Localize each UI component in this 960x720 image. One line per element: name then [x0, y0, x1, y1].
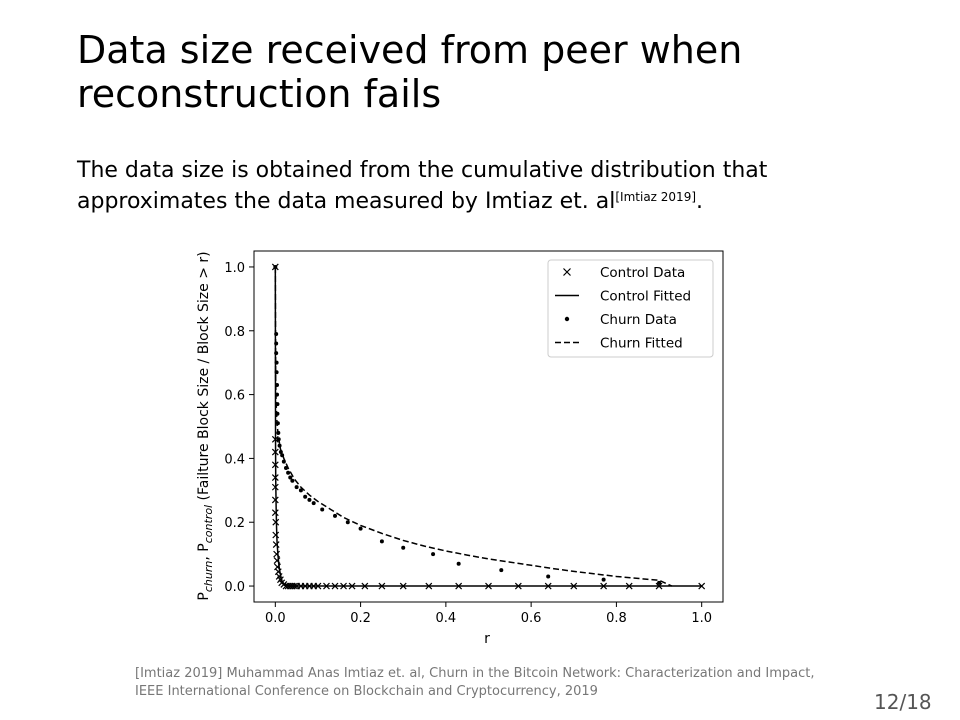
- axis-ticks: 0.0 0.2 0.4 0.6 0.8 1.0 0.0 0.2 0.4 0.6 0.8 1.0: [224, 261, 712, 626]
- data-point: [288, 475, 293, 480]
- slide-title: Data size received from peer when recons…: [77, 28, 743, 116]
- body-text: The data size is obtained from the cumul…: [77, 158, 768, 214]
- body-period: .: [696, 189, 704, 214]
- data-point: [657, 580, 662, 585]
- series-line: [274, 266, 702, 587]
- legend-label: Churn Fitted: [600, 336, 683, 352]
- series-churn-fitted: [274, 266, 673, 587]
- data-point: [311, 501, 316, 506]
- data-point: [456, 561, 461, 566]
- x-axis-label: r: [484, 631, 490, 647]
- legend-label: Churn Data: [600, 312, 677, 328]
- legend-marker: [563, 268, 571, 276]
- data-point: [499, 568, 504, 573]
- x-tick-label: 0.2: [350, 611, 371, 626]
- cdf-chart: 0.0 0.2 0.4 0.6 0.8 1.0 0.0 0.2 0.4 0.6 0.8 1.0 r P…: [196, 250, 724, 647]
- x-tick-label: 0.4: [436, 611, 457, 626]
- legend-item: Control Fitted: [555, 289, 691, 305]
- x-tick-label: 0.0: [265, 611, 286, 626]
- legend-marker: [564, 316, 570, 322]
- y-tick-label: 1.0: [224, 261, 245, 276]
- data-point: [601, 577, 606, 582]
- legend-label: Control Data: [600, 265, 685, 281]
- legend-item: Churn Data: [564, 312, 677, 328]
- y-tick-label: 0.8: [224, 325, 245, 340]
- x-tick-label: 1.0: [691, 611, 712, 626]
- y-tick-label: 0.4: [224, 452, 245, 467]
- slide-body-text: The data size is obtained from the cumul…: [77, 155, 877, 217]
- data-point: [298, 488, 303, 493]
- citation-marker: [Imtiaz 2019]: [615, 190, 697, 204]
- y-tick-label: 0.6: [224, 389, 245, 404]
- data-point: [290, 478, 295, 483]
- data-point: [698, 582, 706, 590]
- series-control-fitted: [274, 266, 702, 587]
- y-axis-label: Pchurn, Pcontrol (Failture Block Size / …: [196, 251, 215, 600]
- data-point: [286, 470, 291, 475]
- data-point: [303, 494, 308, 499]
- x-tick-label: 0.8: [606, 611, 627, 626]
- data-point: [320, 507, 325, 512]
- legend-item: Churn Fitted: [555, 336, 683, 352]
- data-point: [294, 485, 299, 490]
- data-point: [379, 539, 384, 544]
- data-point: [431, 552, 436, 557]
- data-point: [307, 497, 312, 502]
- data-point: [345, 520, 350, 525]
- data-point: [272, 541, 280, 548]
- legend-box: [547, 259, 714, 358]
- data-point: [546, 574, 551, 579]
- y-tick-label: 0.0: [224, 580, 245, 595]
- chart-legend: Control Data Control Fitted Churn Data Chur…: [547, 259, 714, 358]
- legend-label: Control Fitted: [600, 289, 691, 305]
- chart-marks: [271, 263, 706, 590]
- series-line: [274, 266, 673, 587]
- reference-footnote: [Imtiaz 2019] Muhammad Anas Imtiaz et. a…: [135, 666, 815, 699]
- plot-frame: [253, 250, 724, 603]
- x-tick-label: 0.6: [521, 611, 542, 626]
- data-point: [333, 513, 338, 518]
- data-point: [272, 531, 280, 539]
- page-number: 12/18: [874, 690, 932, 714]
- y-tick-label: 0.2: [224, 516, 245, 531]
- data-point: [401, 545, 406, 550]
- legend-item: Control Data: [563, 265, 685, 281]
- data-point: [271, 509, 279, 517]
- data-point: [358, 526, 363, 531]
